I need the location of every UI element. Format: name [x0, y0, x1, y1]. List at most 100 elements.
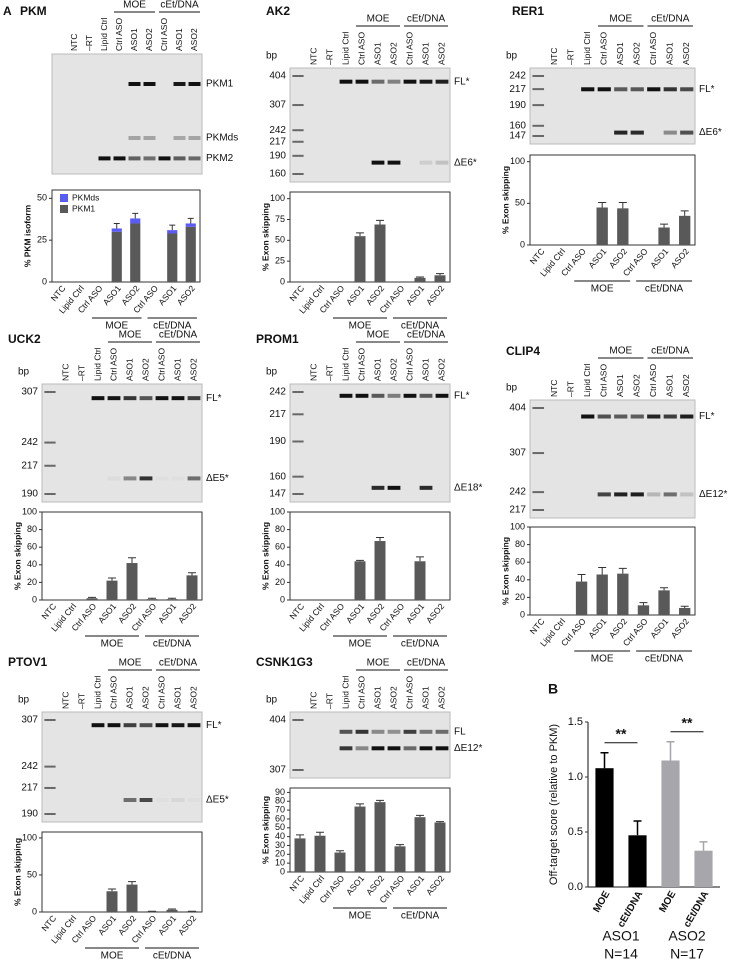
x-tick-label: ASO1: [648, 246, 670, 270]
bp-label: bp: [506, 383, 518, 394]
x-tick-label: ASO1: [404, 873, 426, 897]
lane-label: –RT: [324, 693, 334, 709]
group-label: cEt/DNA: [159, 330, 198, 341]
gel-band: [355, 79, 369, 84]
lane-label: ASO1: [420, 358, 430, 381]
ladder-band: [292, 769, 304, 771]
gel-band: [139, 798, 153, 802]
y-tick-label: 100: [270, 193, 285, 203]
marker-label: 307: [21, 387, 38, 398]
lane-label: ASO1: [124, 358, 134, 381]
bar-segment: [130, 223, 141, 282]
lane-label: –RT: [84, 35, 94, 51]
group-label: cEt/DNA: [159, 658, 198, 669]
y-tick-label: 40: [515, 574, 525, 584]
panel-label: B: [548, 681, 558, 697]
gel-image: [41, 383, 203, 503]
y-tick-label: 60: [275, 542, 285, 552]
ladder-band: [44, 719, 56, 721]
plot-frame: [41, 511, 203, 601]
bar: [374, 224, 386, 282]
marker-label: 190: [21, 489, 38, 500]
gel-band: [187, 396, 201, 401]
bp-label: bp: [266, 695, 278, 706]
error-bar: [618, 567, 627, 574]
lane-label: ASO1: [615, 42, 625, 65]
bar: [86, 598, 98, 600]
lane-label: ASO2: [140, 358, 150, 381]
x-tick-label: ASO1: [404, 601, 426, 625]
plot-frame: [289, 191, 451, 283]
y-tick-label: 20: [275, 577, 285, 587]
marker-label: 217: [21, 460, 38, 471]
band-label: FL*: [699, 84, 715, 95]
marker-label: 307: [21, 715, 38, 726]
error-bar: [169, 224, 176, 231]
group-label: cEt/DNA: [407, 658, 446, 669]
error-bar: [187, 217, 194, 224]
lane-label: –RT: [76, 365, 86, 381]
error-bar: [356, 559, 364, 562]
gel-band: [403, 79, 417, 84]
y-tick-label: 10: [275, 858, 285, 868]
lane-label: Ctrl ASO: [599, 32, 609, 65]
lane-label: Lipid Ctrl: [582, 31, 592, 65]
bar: [294, 838, 306, 872]
plot-frame: [529, 154, 696, 246]
x-tick-label: ASO2: [176, 913, 198, 937]
y-axis-label: % PKM isoform: [22, 204, 32, 267]
bar: [617, 573, 629, 615]
group-label: MOE: [119, 330, 142, 341]
gel-band: [419, 160, 433, 165]
lane-label: Lipid Ctrl: [92, 347, 102, 381]
lane-label: ASO2: [188, 686, 198, 709]
lane-label: ASO1: [372, 686, 382, 709]
gel-band: [371, 746, 385, 751]
lane-label: Ctrl ASO: [159, 18, 169, 51]
legend-label: PKMds: [72, 192, 99, 202]
gel-band: [614, 492, 628, 497]
y-axis-label: % Exon skipping: [260, 796, 270, 864]
bar: [146, 599, 158, 600]
gel-image: [289, 67, 451, 183]
y-tick-label: 0.5: [568, 826, 583, 838]
gel-band: [403, 746, 417, 751]
bar: [628, 835, 647, 887]
error-bar: [598, 566, 607, 575]
lane-label: ASO1: [420, 42, 430, 65]
gel-band: [155, 396, 169, 401]
gel-band: [158, 156, 171, 161]
plot-frame: [51, 189, 201, 283]
y-tick-label: 75: [275, 214, 285, 224]
band-label: ΔE12*: [699, 489, 727, 500]
y-tick-label: 80: [275, 524, 285, 534]
ladder-band: [44, 391, 56, 393]
y-tick-label: 0: [280, 866, 285, 876]
y-tick-label: 100: [22, 506, 37, 516]
lane-label: Ctrl ASO: [156, 348, 166, 381]
gel-band: [172, 476, 185, 480]
lane-label: ASO2: [388, 358, 398, 381]
gel-band: [128, 82, 141, 86]
marker-label: 217: [509, 505, 526, 516]
bar: [126, 563, 138, 600]
group-label: MOE: [591, 284, 614, 295]
error-bar: [188, 572, 196, 576]
lane-label: ASO1: [124, 686, 134, 709]
x-tick-label: ASO2: [669, 246, 691, 270]
ladder-band: [44, 813, 56, 815]
gel-band: [419, 746, 433, 751]
ladder-band: [44, 765, 56, 768]
gel-image: [289, 711, 451, 779]
group-label: cEt/DNA: [160, 0, 199, 11]
error-bar: [128, 557, 136, 564]
gel-band: [155, 723, 169, 728]
gel-band: [614, 130, 628, 135]
band-label: FL*: [206, 393, 222, 404]
gel-band: [156, 476, 169, 480]
error-bar: [108, 577, 116, 581]
gel-band: [647, 492, 661, 497]
group-label: MOE: [367, 658, 390, 669]
group-label: cEt/DNA: [407, 14, 446, 25]
